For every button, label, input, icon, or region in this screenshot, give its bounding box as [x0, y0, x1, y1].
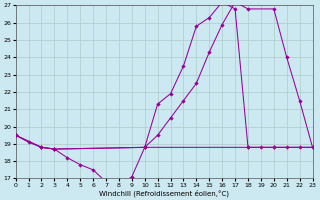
X-axis label: Windchill (Refroidissement éolien,°C): Windchill (Refroidissement éolien,°C) — [99, 189, 229, 197]
